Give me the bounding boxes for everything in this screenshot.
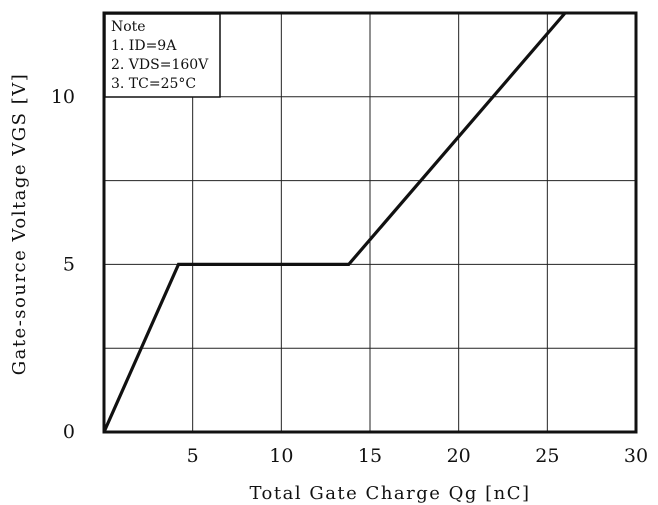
- x-axis-label: Total Gate Charge Qg [nC]: [249, 483, 530, 504]
- x-tick-label: 5: [187, 445, 199, 467]
- note-line-2: 2. VDS=160V: [111, 57, 209, 73]
- note-line-1: 1. ID=9A: [111, 38, 177, 54]
- x-tick-label: 15: [358, 445, 382, 467]
- note-box: Note 1. ID=9A 2. VDS=160V 3. TC=25°C: [105, 14, 220, 97]
- x-tick-labels: 5 10 15 20 25 30: [187, 445, 648, 467]
- x-tick-label: 20: [447, 445, 471, 467]
- x-tick-label: 30: [624, 445, 648, 467]
- y-axis-label: Gate-source Voltage VGS [V]: [9, 73, 30, 376]
- x-tick-label: 25: [535, 445, 559, 467]
- note-title: Note: [111, 19, 146, 35]
- y-tick-labels: 0 5 10: [51, 86, 75, 443]
- y-tick-label: 10: [51, 86, 75, 108]
- note-line-3: 3. TC=25°C: [111, 76, 196, 92]
- y-tick-label: 0: [63, 421, 75, 443]
- y-tick-label: 5: [63, 253, 75, 275]
- x-tick-label: 10: [269, 445, 293, 467]
